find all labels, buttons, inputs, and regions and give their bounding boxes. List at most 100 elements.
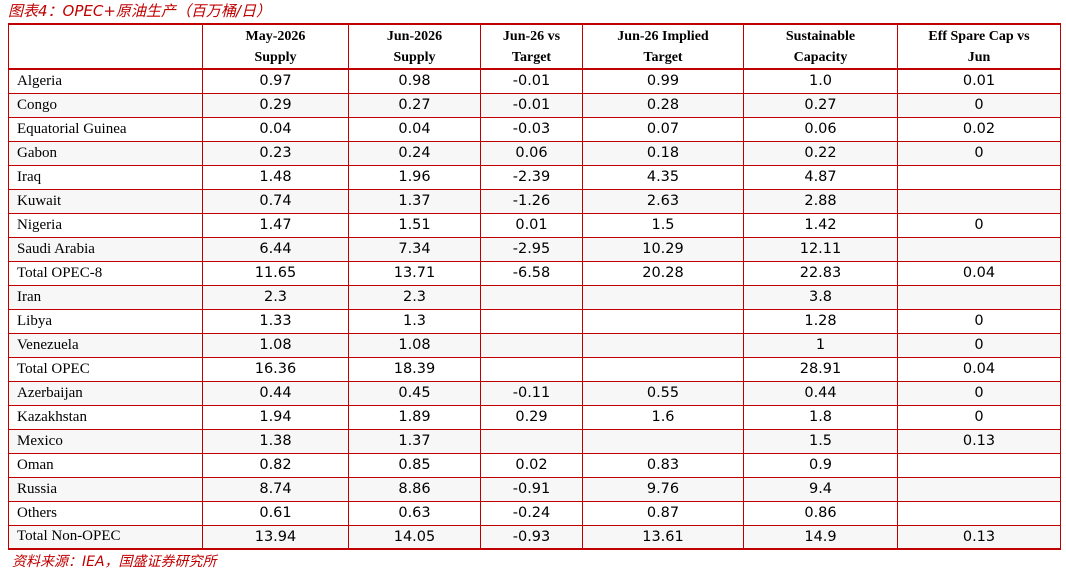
table-cell (897, 237, 1061, 262)
row-label: Total OPEC-8 (8, 261, 203, 286)
table-cell: 0.24 (348, 141, 481, 166)
table-cell: 0 (897, 405, 1061, 430)
table-cell: 1.37 (348, 189, 481, 214)
table-cell: 1.3 (348, 309, 481, 334)
table-row: Kuwait 0.74 1.37 -1.26 2.63 2.88 (8, 189, 1061, 214)
table-cell: 1.5 (743, 429, 898, 454)
table-cell: 0.9 (743, 453, 898, 478)
table-cell: 1.48 (202, 165, 349, 190)
table-cell: 2.3 (348, 285, 481, 310)
header-line-1: Jun-26 Implied (617, 28, 709, 44)
table-cell: 0.83 (582, 453, 744, 478)
table-cell (897, 165, 1061, 190)
table-row: Russia 8.74 8.86 -0.91 9.76 9.4 (8, 477, 1061, 502)
table-cell: 1.42 (743, 213, 898, 238)
table-cell: -6.58 (480, 261, 583, 286)
row-label: Congo (8, 93, 203, 118)
table-cell: 0.02 (897, 117, 1061, 142)
table-row: Oman 0.82 0.85 0.02 0.83 0.9 (8, 453, 1061, 478)
table-cell: 0.98 (348, 69, 481, 94)
table-cell: 4.35 (582, 165, 744, 190)
table-cell: 0.18 (582, 141, 744, 166)
table-cell: 6.44 (202, 237, 349, 262)
table-cell: 13.71 (348, 261, 481, 286)
table-cell: -2.95 (480, 237, 583, 262)
table-cell: 11.65 (202, 261, 349, 286)
header-cell-country (8, 23, 203, 70)
table-cell: 0.04 (897, 261, 1061, 286)
table-cell: 16.36 (202, 357, 349, 382)
table-row: Iran 2.3 2.3 3.8 (8, 285, 1061, 310)
table-row: Total OPEC-8 11.65 13.71 -6.58 20.28 22.83 0.0… (8, 261, 1061, 286)
table-cell: 0.01 (897, 69, 1061, 94)
table-cell: 7.34 (348, 237, 481, 262)
table-cell: 22.83 (743, 261, 898, 286)
header-cell-5: Sustainable Capacity (743, 23, 898, 70)
table-cell: -0.11 (480, 381, 583, 406)
table-cell: 0.06 (480, 141, 583, 166)
table-cell: 0.44 (743, 381, 898, 406)
row-label: Iran (8, 285, 203, 310)
table-cell: 10.29 (582, 237, 744, 262)
table-cell: 1.8 (743, 405, 898, 430)
row-label: Total OPEC (8, 357, 203, 382)
row-label: Iraq (8, 165, 203, 190)
table-cell: 0.28 (582, 93, 744, 118)
table-row: Algeria 0.97 0.98 -0.01 0.99 1.0 0.01 (8, 69, 1061, 94)
header-cell-1: May-2026 Supply (202, 23, 349, 70)
table-cell: 0.45 (348, 381, 481, 406)
table-row: Libya 1.33 1.3 1.28 0 (8, 309, 1061, 334)
table-row: Congo 0.29 0.27 -0.01 0.28 0.27 0 (8, 93, 1061, 118)
table-cell: 1.38 (202, 429, 349, 454)
table-cell: 9.4 (743, 477, 898, 502)
table-cell: 0.63 (348, 501, 481, 526)
header-cell-2: Jun-2026 Supply (348, 23, 481, 70)
table-cell: 8.74 (202, 477, 349, 502)
table-cell (480, 309, 583, 334)
table-cell: -2.39 (480, 165, 583, 190)
table-cell: 0 (897, 381, 1061, 406)
table-cell: 0.61 (202, 501, 349, 526)
table-cell: 0.99 (582, 69, 744, 94)
table-cell: 18.39 (348, 357, 481, 382)
table-cell: 1.96 (348, 165, 481, 190)
table-cell: 1.94 (202, 405, 349, 430)
table-cell: 1.0 (743, 69, 898, 94)
table-cell (582, 309, 744, 334)
header-line-2: Target (511, 49, 552, 65)
table-cell: 1 (743, 333, 898, 358)
table-cell: 0.04 (897, 357, 1061, 382)
table-cell: 0.44 (202, 381, 349, 406)
table-cell: 2.3 (202, 285, 349, 310)
row-label: Gabon (8, 141, 203, 166)
table-cell: 0 (897, 141, 1061, 166)
table-cell (897, 453, 1061, 478)
header-line-1: May-2026 (245, 28, 306, 44)
table-cell (582, 333, 744, 358)
table-row: Total OPEC 16.36 18.39 28.91 0.04 (8, 357, 1061, 382)
header-line-1: Jun-2026 (386, 28, 443, 44)
row-label: Saudi Arabia (8, 237, 203, 262)
table-cell: 0 (897, 93, 1061, 118)
table-cell: 1.08 (202, 333, 349, 358)
table-cell: 1.47 (202, 213, 349, 238)
table-cell: 0.29 (480, 405, 583, 430)
table-cell: -0.24 (480, 501, 583, 526)
source-note: 资料来源：IEA，国盛证券研究所 (12, 554, 217, 570)
table-cell: 8.86 (348, 477, 481, 502)
table-cell: 4.87 (743, 165, 898, 190)
table-cell: 1.5 (582, 213, 744, 238)
table-row: Others 0.61 0.63 -0.24 0.87 0.86 (8, 501, 1061, 526)
table-cell: 2.63 (582, 189, 744, 214)
table-cell: 20.28 (582, 261, 744, 286)
table-cell: 0.86 (743, 501, 898, 526)
table-cell: 28.91 (743, 357, 898, 382)
header-line-2: Target (643, 49, 683, 65)
table-body: Algeria 0.97 0.98 -0.01 0.99 1.0 0.01 Congo 0.29… (8, 69, 1061, 550)
table-cell: 9.76 (582, 477, 744, 502)
table-cell: 0 (897, 333, 1061, 358)
table-row: Kazakhstan 1.94 1.89 0.29 1.6 1.8 0 (8, 405, 1061, 430)
table-row: Venezuela 1.08 1.08 1 0 (8, 333, 1061, 358)
table-cell: 1.6 (582, 405, 744, 430)
header-line-2: Jun (967, 49, 991, 65)
